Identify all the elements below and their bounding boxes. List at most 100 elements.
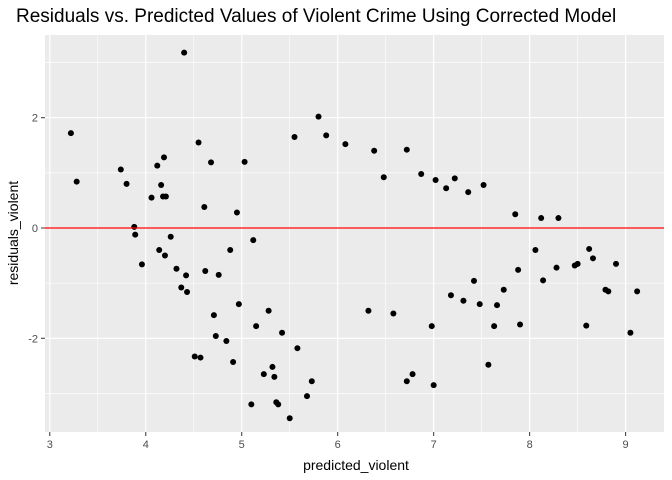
data-point — [210, 312, 217, 319]
data-point — [154, 162, 161, 169]
data-point — [605, 288, 612, 295]
data-point — [131, 223, 138, 230]
data-point — [275, 401, 282, 408]
data-point — [303, 393, 310, 400]
data-point — [167, 233, 174, 240]
data-point — [627, 329, 634, 336]
data-point — [583, 322, 590, 329]
data-point — [315, 113, 322, 120]
data-point — [250, 237, 257, 244]
data-point — [634, 288, 641, 295]
data-point — [132, 231, 139, 238]
data-point — [409, 371, 416, 378]
data-point — [443, 185, 450, 192]
x-tick-label: 7 — [431, 439, 437, 451]
data-point — [380, 174, 387, 181]
chart-title: Residuals vs. Predicted Values of Violen… — [16, 6, 616, 27]
data-point — [403, 378, 410, 385]
x-axis-ticks: 3 4 5 6 7 8 9 — [47, 432, 629, 451]
data-point — [215, 271, 222, 278]
data-point — [161, 252, 168, 259]
data-point — [480, 181, 487, 188]
data-point — [390, 310, 397, 317]
data-point — [230, 358, 237, 365]
data-point — [183, 272, 190, 279]
data-point — [371, 147, 378, 154]
data-point — [512, 211, 519, 218]
data-point — [517, 321, 524, 328]
x-tick-label: 5 — [239, 439, 245, 451]
data-point — [138, 261, 145, 268]
data-point — [73, 178, 80, 185]
data-point — [202, 267, 209, 274]
data-point — [586, 245, 593, 252]
x-tick-label: 4 — [143, 439, 149, 451]
plot-panel — [45, 35, 664, 432]
data-point — [428, 323, 435, 330]
x-tick-label: 6 — [335, 439, 341, 451]
data-point — [162, 193, 169, 200]
data-point — [515, 266, 522, 273]
x-axis-title: predicted_violent — [303, 457, 409, 473]
data-point — [208, 159, 215, 166]
data-point — [271, 373, 278, 380]
data-point — [538, 215, 545, 222]
data-point — [451, 175, 458, 182]
data-point — [500, 286, 507, 293]
y-axis-title: residuals_violent — [5, 181, 21, 285]
data-point — [253, 323, 260, 330]
data-point — [494, 302, 501, 309]
y-tick-label: 2 — [32, 113, 38, 125]
data-point — [432, 177, 439, 184]
data-point — [476, 301, 483, 308]
data-point — [197, 354, 204, 361]
data-point — [233, 209, 240, 216]
y-tick-label: -2 — [28, 333, 38, 345]
data-point — [485, 361, 492, 368]
data-point — [460, 297, 467, 304]
data-point — [248, 401, 255, 408]
data-point — [173, 265, 180, 272]
data-point — [241, 158, 248, 165]
data-point — [212, 333, 219, 340]
data-point — [555, 215, 562, 222]
data-point — [227, 247, 234, 254]
data-point — [447, 292, 454, 299]
data-point — [403, 146, 410, 153]
data-point — [323, 132, 330, 139]
data-point — [532, 247, 539, 254]
data-point — [158, 181, 165, 188]
x-tick-label: 9 — [623, 439, 629, 451]
data-point — [286, 415, 293, 422]
data-point — [470, 277, 477, 284]
data-point — [123, 180, 130, 187]
data-point — [184, 288, 191, 295]
data-point — [308, 378, 315, 385]
data-point — [181, 49, 188, 56]
data-points — [67, 49, 641, 422]
y-axis-ticks: -2 0 2 — [28, 113, 45, 345]
data-point — [191, 353, 198, 360]
data-point — [67, 130, 74, 137]
data-point — [418, 170, 425, 177]
data-point — [589, 255, 596, 262]
data-point — [223, 338, 230, 345]
data-point — [279, 329, 286, 336]
data-point — [613, 260, 620, 267]
data-point — [291, 134, 298, 141]
data-point — [342, 141, 349, 148]
data-point — [235, 301, 242, 308]
data-point — [178, 284, 185, 291]
data-point — [201, 204, 208, 211]
data-point — [294, 345, 301, 352]
data-point — [491, 323, 498, 330]
data-point — [365, 307, 372, 314]
data-point — [430, 382, 437, 389]
data-point — [260, 371, 267, 378]
x-tick-label: 3 — [47, 439, 53, 451]
data-point — [195, 139, 202, 146]
data-point — [269, 363, 276, 370]
data-point — [265, 307, 272, 314]
data-point — [148, 194, 155, 201]
